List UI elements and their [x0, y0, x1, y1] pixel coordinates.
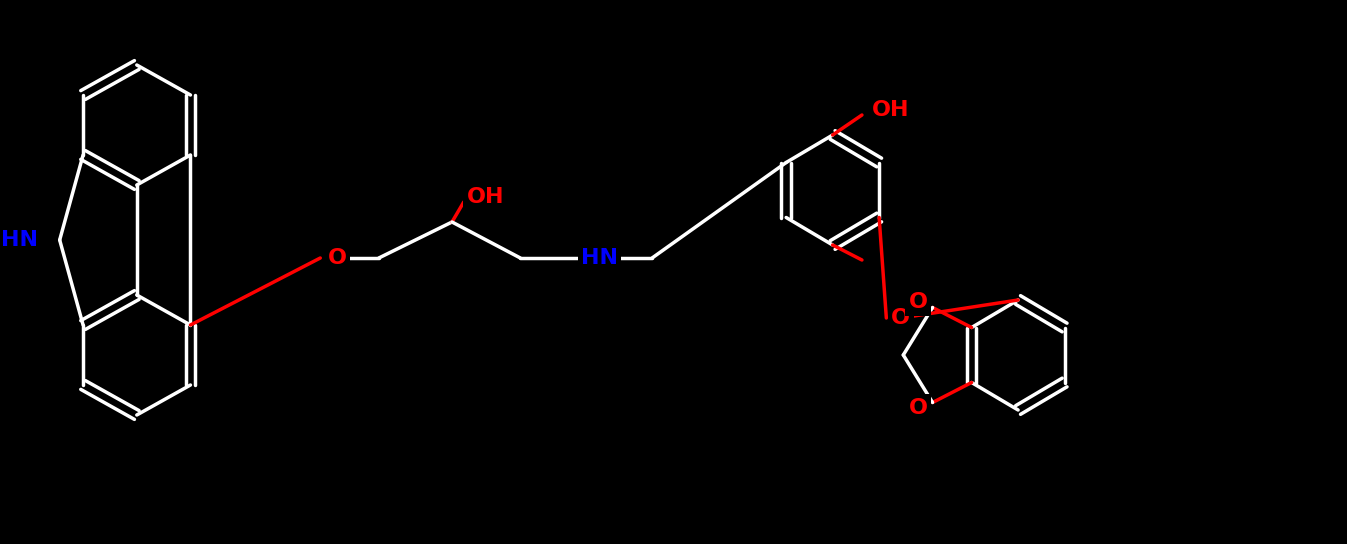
Text: OH: OH: [466, 187, 504, 207]
Text: O: O: [329, 248, 348, 268]
Text: OH: OH: [872, 100, 909, 120]
Text: HN: HN: [1, 230, 38, 250]
Text: O: O: [909, 293, 928, 312]
Text: O: O: [909, 398, 928, 417]
Text: HN: HN: [581, 248, 618, 268]
Text: O: O: [892, 308, 911, 328]
